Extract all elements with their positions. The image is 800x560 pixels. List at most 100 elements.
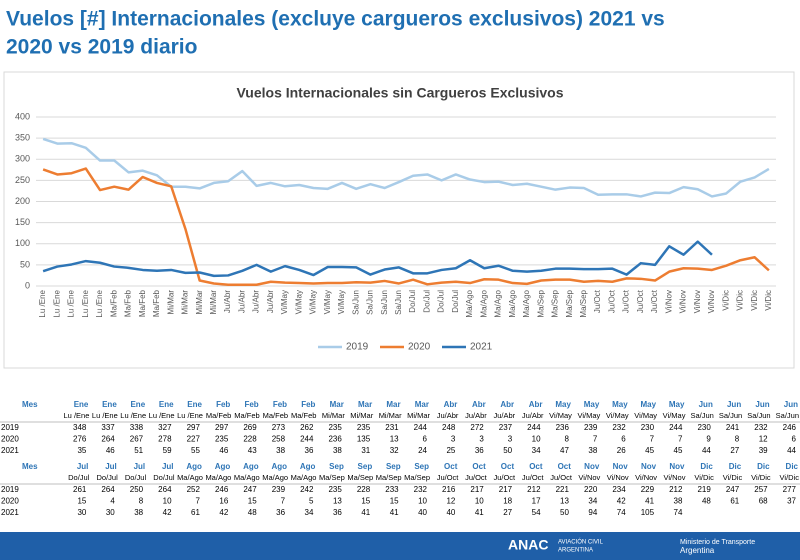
day-cell: Vi/Dic: [751, 473, 771, 482]
day-cell: Vi/Nov: [578, 473, 600, 482]
value-cell: 37: [787, 497, 796, 506]
value-cell: 228: [357, 485, 371, 494]
value-cell: 38: [674, 497, 683, 506]
day-cell: Do/Jul: [153, 473, 175, 482]
value-cell: 297: [187, 423, 201, 432]
day-cell: Ma/Feb: [206, 411, 231, 420]
x-tick-label: Ju/Abr: [266, 290, 275, 313]
month-cell: Jul: [162, 462, 174, 471]
value-cell: 36: [276, 508, 285, 517]
x-tick-label: Sa/Jun: [351, 290, 360, 315]
row-label: 2020: [1, 435, 19, 444]
value-cell: 30: [106, 508, 115, 517]
brand: ANAC: [508, 537, 548, 553]
month-cell: Ene: [159, 400, 174, 409]
value-cell: 7: [593, 435, 598, 444]
day-cell: Mi/Mar: [350, 411, 373, 420]
value-cell: 7: [281, 497, 286, 506]
month-cell: Feb: [216, 400, 230, 409]
value-cell: 216: [442, 485, 456, 494]
x-tick-label: Ju/Oct: [593, 289, 602, 313]
day-cell: Vi/Nov: [635, 473, 657, 482]
value-cell: 250: [130, 485, 144, 494]
value-cell: 18: [503, 497, 512, 506]
month-cell: Oct: [444, 462, 458, 471]
y-tick-label: 0: [25, 280, 30, 290]
month-cell: Mar: [358, 400, 372, 409]
value-cell: 235: [328, 485, 342, 494]
x-tick-label: Vi/Nov: [664, 290, 673, 313]
day-cell: Vi/May: [606, 411, 629, 420]
x-tick-label: Vi/May: [294, 290, 303, 314]
value-cell: 7: [195, 497, 200, 506]
value-cell: 8: [735, 435, 740, 444]
value-cell: 40: [446, 508, 455, 517]
value-cell: 27: [730, 446, 739, 455]
value-cell: 277: [783, 485, 797, 494]
x-tick-label: Vi/Dic: [750, 290, 759, 311]
value-cell: 272: [470, 423, 484, 432]
month-cell: Jun: [784, 400, 798, 409]
value-cell: 252: [187, 485, 201, 494]
day-cell: Lu /Ene: [92, 411, 118, 420]
ministry: Ministerio de Transporte: [680, 539, 755, 546]
day-cell: Ma/Ago: [177, 473, 203, 482]
y-tick-label: 200: [15, 196, 30, 206]
x-tick-label: Vi/Nov: [693, 290, 702, 313]
x-tick-label: Ma/Feb: [124, 289, 133, 317]
month-cell: Mar: [330, 400, 344, 409]
value-cell: 232: [754, 423, 768, 432]
x-tick-label: Ju/Oct: [636, 289, 645, 313]
series-line: [42, 240, 713, 278]
value-cell: 59: [163, 446, 172, 455]
brand-sub: ARGENTINA: [558, 548, 593, 554]
day-cell: Vi/Dic: [694, 473, 714, 482]
value-cell: 13: [560, 497, 569, 506]
value-cell: 94: [588, 508, 597, 517]
x-tick-label: Ma/Sep: [551, 289, 560, 317]
legend-label: 2019: [346, 342, 369, 353]
day-cell: Vi/Nov: [607, 473, 629, 482]
value-cell: 239: [584, 423, 598, 432]
row-label: 2019: [1, 485, 19, 494]
value-cell: 261: [73, 485, 87, 494]
value-cell: 264: [101, 485, 115, 494]
value-cell: 43: [248, 446, 257, 455]
month-cell: Oct: [501, 462, 515, 471]
day-cell: Ju/Oct: [493, 473, 516, 482]
value-cell: 39: [759, 446, 768, 455]
month-cell: Ene: [74, 400, 89, 409]
title: 2020 vs 2019 diario: [6, 36, 197, 59]
value-cell: 6: [621, 435, 626, 444]
value-cell: 217: [470, 485, 484, 494]
value-cell: 273: [272, 423, 286, 432]
x-tick-label: Vi/May: [280, 290, 289, 314]
month-cell: May: [669, 400, 685, 409]
value-cell: 36: [333, 508, 342, 517]
value-cell: 6: [792, 435, 797, 444]
month-cell: Ago: [272, 462, 288, 471]
month-cell: Oct: [558, 462, 572, 471]
value-cell: 230: [697, 423, 711, 432]
x-tick-label: Ju/Abr: [237, 290, 246, 313]
month-cell: Sep: [414, 462, 429, 471]
x-tick-label: Ma/Ago: [494, 289, 503, 317]
day-cell: Vi/May: [663, 411, 686, 420]
value-cell: 247: [726, 485, 740, 494]
day-cell: Lu /Ene: [64, 411, 90, 420]
value-cell: 337: [101, 423, 115, 432]
value-cell: 236: [556, 423, 570, 432]
value-cell: 338: [130, 423, 144, 432]
day-cell: Ma/Ago: [262, 473, 288, 482]
value-cell: 45: [674, 446, 683, 455]
x-tick-label: Vi/Dic: [721, 290, 730, 311]
value-cell: 46: [219, 446, 228, 455]
x-tick-label: Mi/Mar: [209, 290, 218, 315]
value-cell: 105: [641, 508, 655, 517]
x-tick-label: Ma/Sep: [579, 289, 588, 317]
legend-label: 2021: [470, 342, 493, 353]
x-tick-label: Lu /Ene: [95, 289, 104, 317]
value-cell: 34: [532, 446, 541, 455]
x-tick-label: Do/Jul: [408, 290, 417, 313]
